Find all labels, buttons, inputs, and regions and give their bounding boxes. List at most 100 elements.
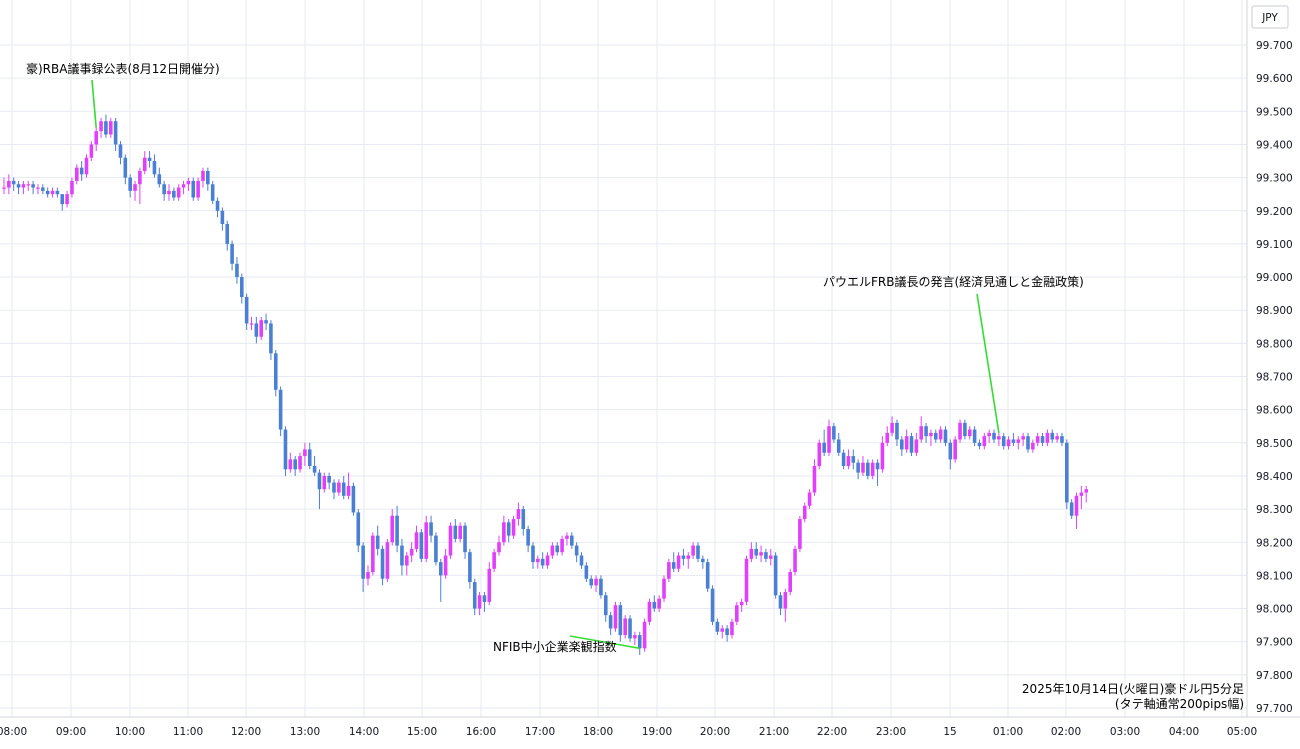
candle <box>555 542 560 556</box>
candle-body <box>929 432 933 437</box>
candle-body <box>909 436 914 453</box>
candle-body <box>506 522 511 536</box>
candle-body <box>735 605 739 622</box>
candle <box>798 515 802 553</box>
candle-body <box>356 512 361 546</box>
candle <box>278 386 283 437</box>
annotation-line <box>569 635 640 650</box>
candle <box>637 631 642 655</box>
candle <box>113 117 118 152</box>
candle <box>870 459 875 480</box>
candle-body <box>866 462 870 476</box>
candle-body <box>443 555 448 576</box>
candle-body <box>186 180 191 185</box>
candle <box>380 545 385 586</box>
candle <box>861 456 865 476</box>
candle <box>967 426 972 440</box>
candle <box>943 426 948 447</box>
candle <box>89 141 94 162</box>
candle <box>94 127 99 152</box>
candle-body <box>788 572 792 592</box>
candle-body <box>45 190 50 195</box>
candle-body <box>982 436 987 447</box>
candle <box>594 575 598 592</box>
candle <box>676 552 681 573</box>
candle-body <box>1021 436 1025 440</box>
x-tick-label: 21:00 <box>759 726 789 738</box>
candle <box>856 459 860 480</box>
candle-body <box>579 555 584 566</box>
candle-body <box>298 456 302 470</box>
candle <box>99 117 103 138</box>
candle <box>463 522 467 559</box>
candle-body <box>521 509 526 529</box>
candle <box>244 293 249 331</box>
candle <box>1060 432 1064 447</box>
candle-body <box>841 452 846 467</box>
candle-body <box>108 121 113 135</box>
y-tick-label: 99.600 <box>1256 73 1293 85</box>
candle <box>273 349 278 397</box>
candle-body <box>1065 442 1069 503</box>
candle-body <box>861 462 865 473</box>
candle <box>264 313 268 331</box>
candle-body <box>123 157 128 178</box>
y-tick-label: 99.300 <box>1256 173 1293 185</box>
candle-body <box>589 578 594 586</box>
candle <box>288 452 293 473</box>
candle <box>351 482 356 516</box>
x-tick-label: 08:00 <box>0 726 27 738</box>
candle <box>55 187 60 198</box>
candle-body <box>933 432 938 440</box>
candle <box>239 273 244 304</box>
x-tick-label: 13:00 <box>290 726 320 738</box>
time-scale[interactable]: 08:00 09:00 10:00 11:00 12:00 13:00 14:00 15:00… <box>0 726 1257 738</box>
candle <box>623 615 627 639</box>
candle-body <box>142 157 147 171</box>
candle <box>875 459 880 486</box>
candle-body <box>623 618 627 636</box>
candle-body <box>749 548 754 559</box>
y-tick-label: 98.300 <box>1256 504 1293 516</box>
candle <box>720 625 725 639</box>
candle <box>691 542 695 559</box>
candle-body <box>1074 495 1079 516</box>
candle <box>1045 429 1050 447</box>
candle <box>206 167 210 191</box>
candle-body <box>94 131 99 145</box>
candle-body <box>497 542 501 553</box>
candle-body <box>390 515 395 543</box>
x-tick-label: 10:00 <box>115 726 145 738</box>
candle-body <box>1060 436 1064 443</box>
candle-body <box>472 582 477 609</box>
candle <box>822 429 826 457</box>
candle <box>900 436 904 457</box>
candle <box>890 416 894 437</box>
candle-body <box>594 578 598 586</box>
candle <box>667 558 671 583</box>
candle-body <box>283 429 288 470</box>
candle-body <box>351 485 356 513</box>
candle <box>739 598 744 612</box>
candle-body <box>900 439 904 450</box>
x-tick-label: 23:00 <box>876 726 906 738</box>
candle <box>79 161 84 181</box>
candle <box>21 180 26 195</box>
candle-body <box>1055 436 1059 440</box>
candle-body <box>1006 439 1011 447</box>
candle <box>361 542 365 592</box>
candle <box>914 432 919 457</box>
candle-body <box>851 456 856 463</box>
candle <box>65 190 69 208</box>
candle <box>817 439 822 470</box>
x-tick-label: 09:00 <box>56 726 86 738</box>
candle-body <box>1040 436 1045 443</box>
candle-body <box>273 353 278 390</box>
candle <box>16 180 21 195</box>
candle-body <box>1016 439 1021 443</box>
candle <box>45 187 50 198</box>
price-scale[interactable]: 99.700 99.600 99.500 99.400 99.300 99.200 99.1… <box>1256 40 1293 715</box>
candle <box>477 591 482 616</box>
candle <box>186 177 191 191</box>
